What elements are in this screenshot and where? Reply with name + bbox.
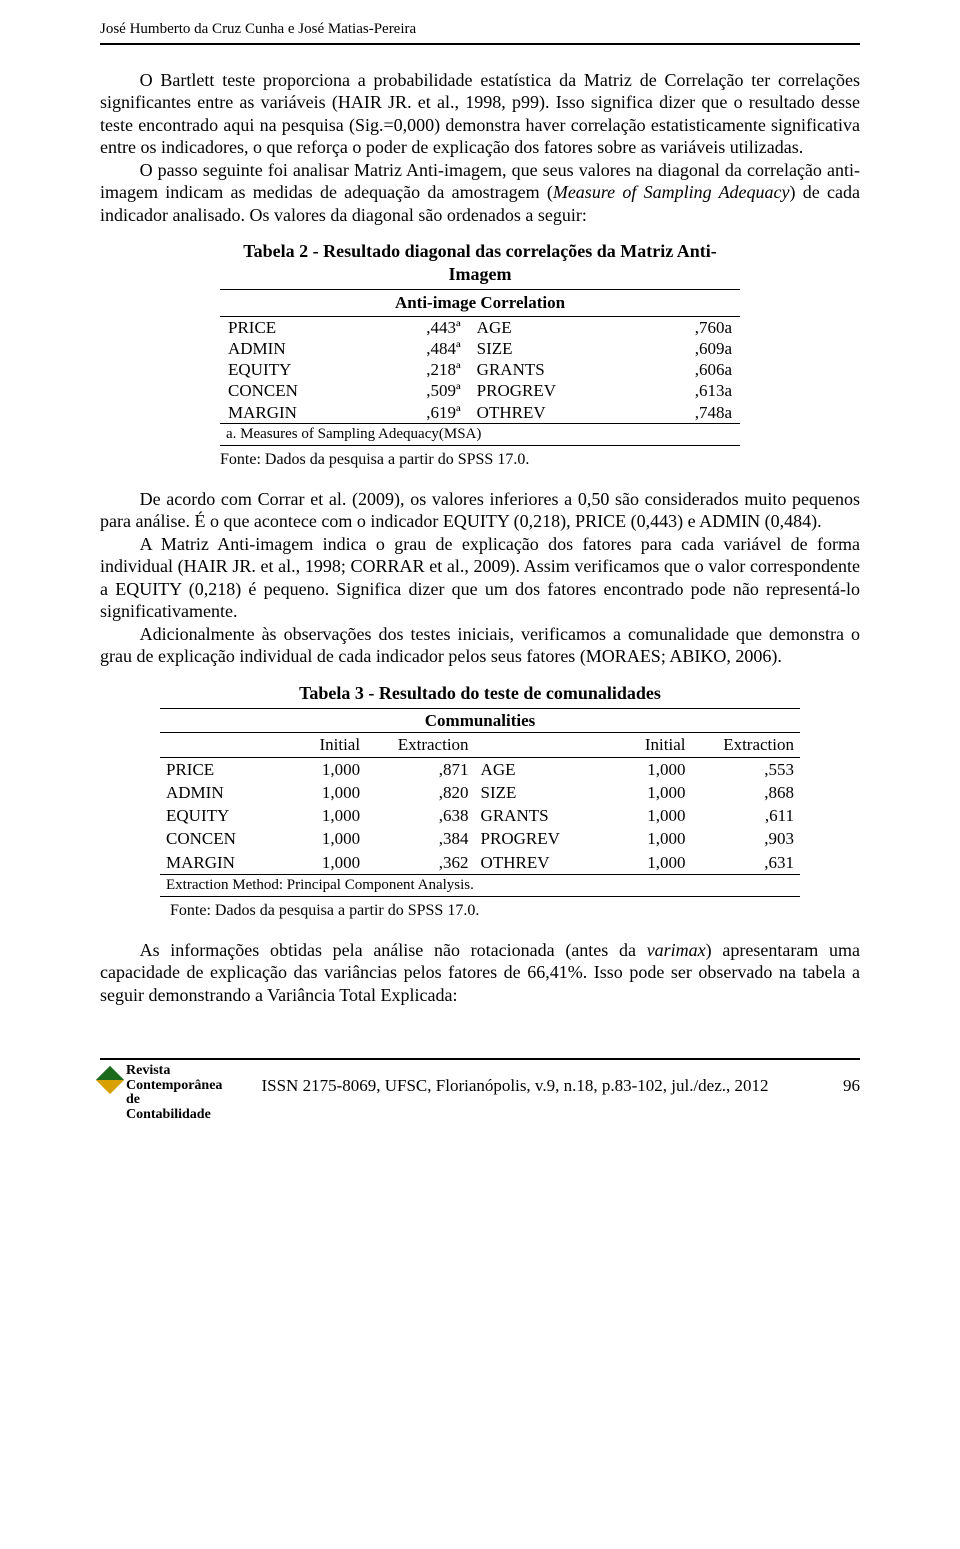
table-cell: 1,000 [605, 804, 692, 827]
table-2-caption: Tabela 2 - Resultado diagonal das correl… [220, 240, 740, 285]
table-row: PRICE,443ªAGE,760a [220, 316, 740, 338]
table-cell: SIZE [475, 781, 605, 804]
table-cell: OTHREV [469, 402, 627, 424]
table-header-cell: Initial [605, 733, 692, 757]
table-cell: ,484ª [356, 338, 469, 359]
logo-line-1: Revista [126, 1063, 170, 1078]
table-cell: 1,000 [279, 757, 366, 781]
table-cell: PRICE [160, 757, 279, 781]
table-cell: SIZE [469, 338, 627, 359]
table-cell: ,362 [366, 851, 474, 875]
table-cell: MARGIN [220, 402, 356, 424]
table-cell: 1,000 [605, 757, 692, 781]
logo-diamond-icon [96, 1066, 124, 1094]
table-cell: 1,000 [605, 781, 692, 804]
page: José Humberto da Cruz Cunha e José Matia… [0, 0, 960, 1138]
journal-logo: Revista Contemporânea de Contabilidade [100, 1064, 210, 1108]
table-3-note: Extraction Method: Principal Component A… [160, 874, 800, 896]
table-2-body: PRICE,443ªAGE,760aADMIN,484ªSIZE,609aEQU… [220, 316, 740, 423]
table-cell: ,871 [366, 757, 474, 781]
footer-page-number: 96 [820, 1075, 860, 1096]
table-3-subtitle: Communalities [160, 709, 800, 733]
p2-italic: Measure of Sampling Adequacy [553, 182, 790, 202]
table-header-cell [475, 733, 605, 757]
table-header-cell [160, 733, 279, 757]
table-header-cell: Extraction [691, 733, 800, 757]
table-3-caption: Tabela 3 - Resultado do teste de comunal… [160, 682, 800, 705]
table-row: ADMIN,484ªSIZE,609a [220, 338, 740, 359]
table-cell: 1,000 [279, 827, 366, 850]
table-row: MARGIN,619ªOTHREV,748a [220, 402, 740, 424]
table-3-header-row: InitialExtractionInitialExtraction [160, 733, 800, 757]
p6-lead: As informações obtidas pela análise não … [140, 940, 647, 960]
logo-text: Revista Contemporânea de Contabilidade [126, 1064, 222, 1123]
table-cell: ,609a [627, 338, 740, 359]
footer-issn: ISSN 2175-8069, UFSC, Florianópolis, v.9… [210, 1075, 820, 1096]
paragraph-3: De acordo com Corrar et al. (2009), os v… [100, 488, 860, 533]
table-cell: ,443ª [356, 316, 469, 338]
table-row: CONCEN,509ªPROGREV,613a [220, 380, 740, 401]
table-cell: ,820 [366, 781, 474, 804]
table-cell: 1,000 [605, 851, 692, 875]
table-cell: PROGREV [469, 380, 627, 401]
table-cell: OTHREV [475, 851, 605, 875]
table-cell: ADMIN [160, 781, 279, 804]
paragraph-4: A Matriz Anti-imagem indica o grau de ex… [100, 533, 860, 623]
table-cell: ,553 [691, 757, 800, 781]
table-row: PRICE1,000,871AGE1,000,553 [160, 757, 800, 781]
table-cell: ,631 [691, 851, 800, 875]
table-cell: 1,000 [279, 851, 366, 875]
table-header-cell: Initial [279, 733, 366, 757]
table-cell: ,638 [366, 804, 474, 827]
table-cell: 1,000 [279, 781, 366, 804]
table-cell: CONCEN [160, 827, 279, 850]
table-cell: ADMIN [220, 338, 356, 359]
table-cell: ,748a [627, 402, 740, 424]
table-3-body: PRICE1,000,871AGE1,000,553ADMIN1,000,820… [160, 757, 800, 874]
table-row: ADMIN1,000,820SIZE1,000,868 [160, 781, 800, 804]
table-2-anti-image: Tabela 2 - Resultado diagonal das correl… [220, 240, 740, 445]
table-cell: EQUITY [220, 359, 356, 380]
table-row: MARGIN1,000,362OTHREV1,000,631 [160, 851, 800, 875]
table-row: CONCEN1,000,384PROGREV1,000,903 [160, 827, 800, 850]
table-cell: GRANTS [475, 804, 605, 827]
table-cell: CONCEN [220, 380, 356, 401]
table-cell: ,611 [691, 804, 800, 827]
table-2-note: a. Measures of Sampling Adequacy(MSA) [220, 423, 740, 445]
table-2-subtitle: Anti-image Correlation [220, 290, 740, 316]
table-cell: ,903 [691, 827, 800, 850]
table-cell: ,606a [627, 359, 740, 380]
table-cell: ,760a [627, 316, 740, 338]
p6-italic: varimax [647, 940, 706, 960]
table-cell: ,613a [627, 380, 740, 401]
table-cell: PROGREV [475, 827, 605, 850]
table-3-source: Fonte: Dados da pesquisa a partir do SPS… [170, 901, 860, 921]
table-header-cell: Extraction [366, 733, 474, 757]
paragraph-1: O Bartlett teste proporciona a probabili… [100, 69, 860, 159]
table-row: EQUITY,218ªGRANTS,606a [220, 359, 740, 380]
table-cell: ,384 [366, 827, 474, 850]
table-cell: ,619ª [356, 402, 469, 424]
table-cell: MARGIN [160, 851, 279, 875]
table-cell: 1,000 [605, 827, 692, 850]
page-footer: Revista Contemporânea de Contabilidade I… [100, 1058, 860, 1108]
logo-line-2: Contemporânea de [126, 1078, 222, 1108]
paragraph-6: As informações obtidas pela análise não … [100, 939, 860, 1007]
table-row: EQUITY1,000,638GRANTS1,000,611 [160, 804, 800, 827]
table-cell: AGE [475, 757, 605, 781]
table-cell: EQUITY [160, 804, 279, 827]
paragraph-2: O passo seguinte foi analisar Matriz Ant… [100, 159, 860, 227]
table-2-source: Fonte: Dados da pesquisa a partir do SPS… [220, 450, 860, 470]
table-cell: ,218ª [356, 359, 469, 380]
logo-line-3: Contabilidade [126, 1107, 211, 1122]
table-cell: GRANTS [469, 359, 627, 380]
table-cell: PRICE [220, 316, 356, 338]
table-cell: ,509ª [356, 380, 469, 401]
table-3-communalities: Tabela 3 - Resultado do teste de comunal… [160, 682, 800, 897]
table-cell: AGE [469, 316, 627, 338]
table-cell: ,868 [691, 781, 800, 804]
running-head: José Humberto da Cruz Cunha e José Matia… [100, 20, 860, 45]
table-cell: 1,000 [279, 804, 366, 827]
paragraph-5: Adicionalmente às observações dos testes… [100, 623, 860, 668]
